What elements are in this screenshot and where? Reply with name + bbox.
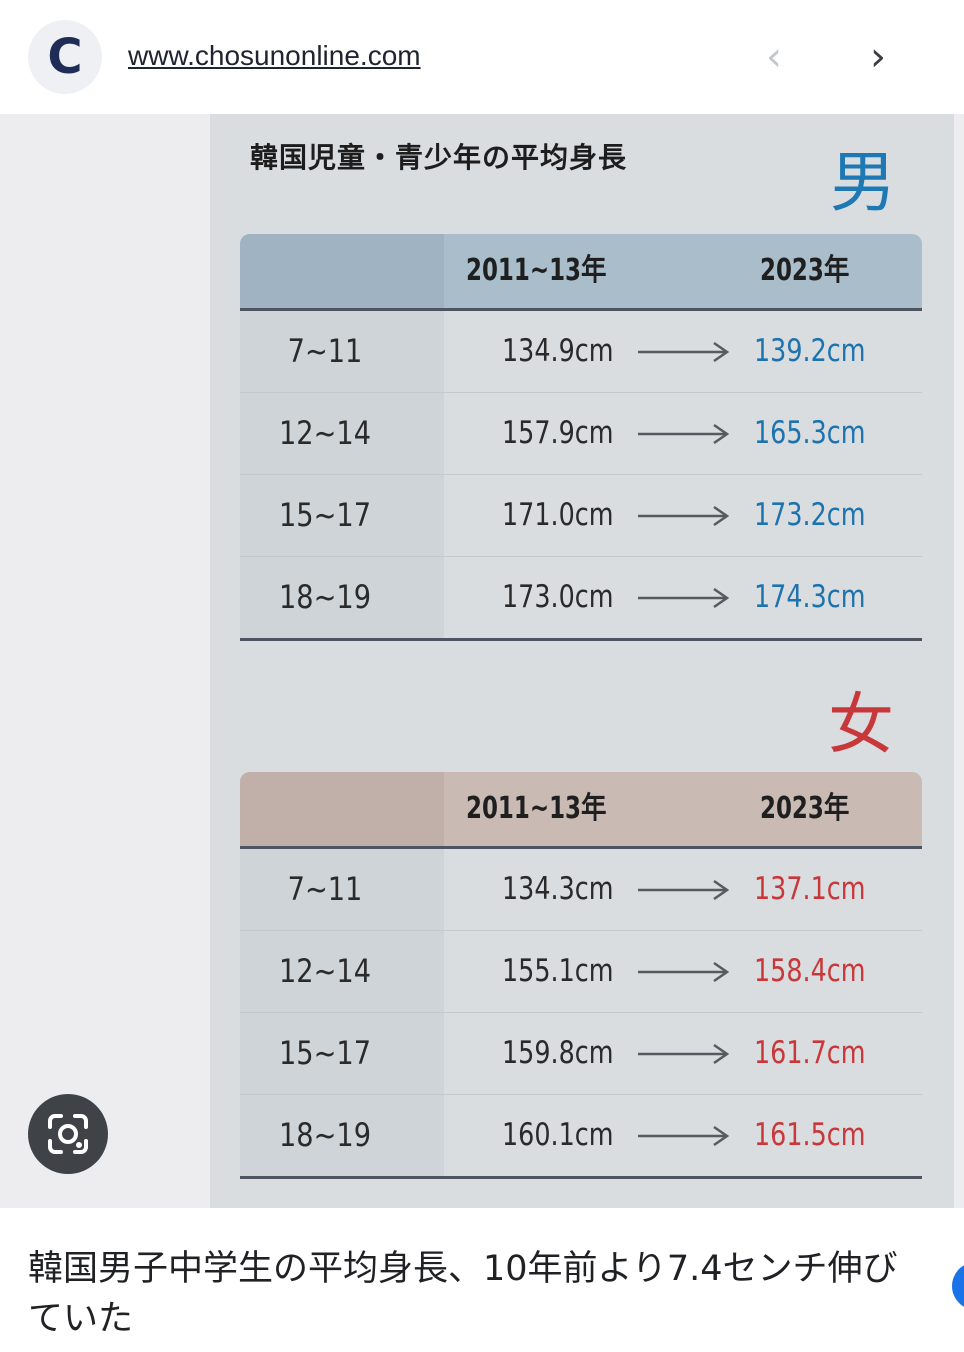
site-favicon[interactable]: C: [28, 20, 102, 94]
age-cell-bg: [240, 1013, 444, 1094]
table-header: 2011~13年 2023年: [240, 234, 922, 311]
table-row: 12~14 155.1cm 158.4cm: [240, 931, 922, 1013]
female-label: 女: [828, 686, 894, 763]
height-new-value: 137.1cm: [754, 871, 866, 907]
age-cell-bg: [240, 849, 444, 930]
height-old-value: 171.0cm: [502, 497, 614, 533]
table-header: 2011~13年 2023年: [240, 772, 922, 849]
height-old-value: 159.8cm: [502, 1035, 614, 1071]
age-range: 18~19: [278, 578, 372, 616]
google-lens-icon: [48, 1114, 88, 1154]
result-caption[interactable]: 韓国男子中学生の平均身長、10年前より7.4センチ伸びていた: [28, 1249, 898, 1339]
height-infographic: 韓国児童・青少年の平均身長 男 2011~13年 2023年 7~11 134.9…: [210, 114, 954, 1208]
table-row: 18~19 173.0cm 174.3cm: [240, 557, 922, 641]
height-old-value: 160.1cm: [502, 1117, 614, 1153]
arrow-right-icon: [638, 961, 730, 983]
height-old-value: 173.0cm: [502, 579, 614, 615]
previous-arrow-icon[interactable]: ‹: [766, 34, 782, 80]
table-row: 7~11 134.9cm 139.2cm: [240, 311, 922, 393]
arrow-right-icon: [638, 1043, 730, 1065]
height-new-value: 173.2cm: [754, 497, 866, 533]
arrow-right-icon: [638, 1125, 730, 1147]
table-row: 12~14 157.9cm 165.3cm: [240, 393, 922, 475]
age-cell-bg: [240, 393, 444, 474]
height-new-value: 139.2cm: [754, 333, 866, 369]
male-height-table: 2011~13年 2023年 7~11 134.9cm 139.2cm 12~14 15…: [240, 234, 922, 641]
side-edge-button[interactable]: [952, 1262, 964, 1310]
age-cell-bg: [240, 475, 444, 556]
age-range: 15~17: [278, 1034, 372, 1072]
height-old-value: 134.3cm: [502, 871, 614, 907]
arrow-right-icon: [638, 587, 730, 609]
header-period-new: 2023年: [760, 253, 850, 288]
arrow-right-icon: [638, 505, 730, 527]
height-old-value: 157.9cm: [502, 415, 614, 451]
height-old-value: 155.1cm: [502, 953, 614, 989]
table-row: 7~11 134.3cm 137.1cm: [240, 849, 922, 931]
height-new-value: 158.4cm: [754, 953, 866, 989]
header-period-old: 2011~13年: [466, 253, 607, 288]
header-period-new: 2023年: [760, 791, 850, 826]
female-height-table: 2011~13年 2023年 7~11 134.3cm 137.1cm 12~14 15…: [240, 772, 922, 1179]
site-url-link[interactable]: www.chosunonline.com: [128, 40, 421, 71]
age-range: 12~14: [278, 414, 372, 452]
height-new-value: 174.3cm: [754, 579, 866, 615]
height-new-value: 165.3cm: [754, 415, 866, 451]
height-new-value: 161.7cm: [754, 1035, 866, 1071]
infographic-title: 韓国児童・青少年の平均身長: [250, 141, 628, 174]
age-header-cell: [240, 234, 444, 308]
male-label: 男: [830, 144, 896, 221]
age-cell-bg: [240, 931, 444, 1012]
height-new-value: 161.5cm: [754, 1117, 866, 1153]
age-cell-bg: [240, 1095, 444, 1176]
table-row: 15~17 159.8cm 161.7cm: [240, 1013, 922, 1095]
age-range: 15~17: [278, 496, 372, 534]
age-range: 12~14: [278, 952, 372, 990]
height-old-value: 134.9cm: [502, 333, 614, 369]
table-row: 18~19 160.1cm 161.5cm: [240, 1095, 922, 1179]
site-logo-letter: C: [47, 29, 83, 85]
table-row: 15~17 171.0cm 173.2cm: [240, 475, 922, 557]
age-header-cell: [240, 772, 444, 846]
google-lens-button[interactable]: [28, 1094, 108, 1174]
header-period-old: 2011~13年: [466, 791, 607, 826]
image-preview[interactable]: 韓国児童・青少年の平均身長 男 2011~13年 2023年 7~11 134.9…: [0, 114, 964, 1208]
arrow-right-icon: [638, 341, 730, 363]
next-arrow-icon[interactable]: ›: [870, 34, 886, 80]
age-cell-bg: [240, 557, 444, 638]
arrow-right-icon: [638, 423, 730, 445]
age-range: 7~11: [287, 332, 363, 370]
arrow-right-icon: [638, 879, 730, 901]
age-cell-bg: [240, 311, 444, 392]
age-range: 18~19: [278, 1116, 372, 1154]
result-header: C www.chosunonline.com ‹ ›: [0, 0, 964, 114]
age-range: 7~11: [287, 870, 363, 908]
